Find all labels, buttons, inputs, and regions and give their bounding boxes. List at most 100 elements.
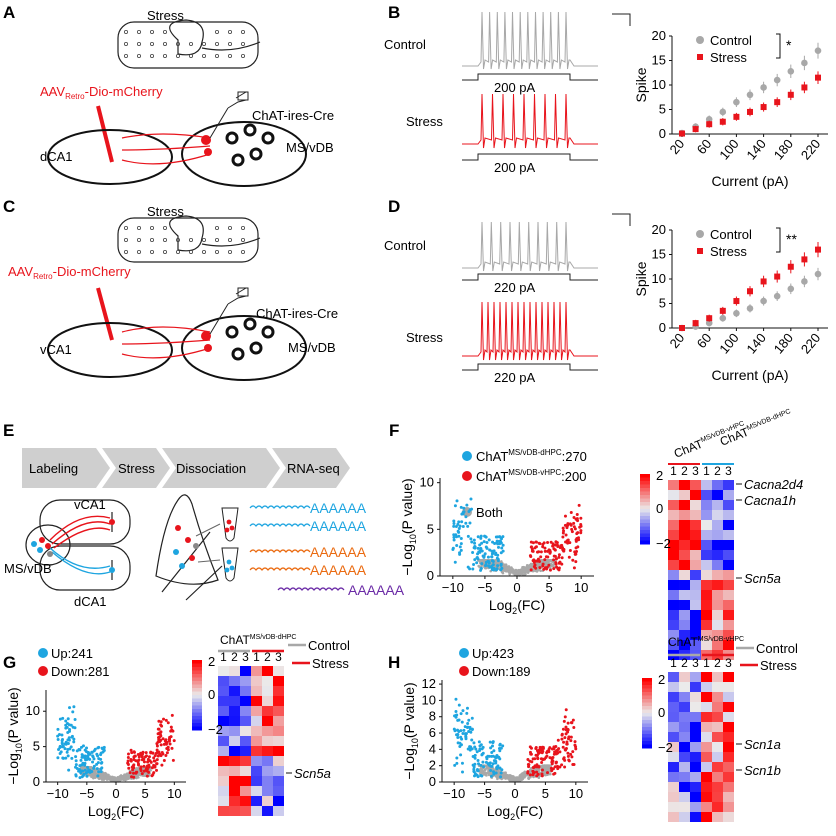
volcano-point-blue xyxy=(100,761,104,765)
data-point-control xyxy=(733,310,740,317)
color-scale-segment xyxy=(192,716,202,720)
col-label: 3 xyxy=(692,464,699,478)
gene-label: Scn1b xyxy=(744,763,781,778)
heatmap-cell xyxy=(723,802,734,812)
heatmap-cell xyxy=(701,712,712,722)
legend-down: Down:281 xyxy=(51,664,110,679)
volcano-point-red xyxy=(560,556,564,560)
cage-dot xyxy=(136,249,141,254)
volcano-point-red xyxy=(571,762,575,766)
heatmap-cell xyxy=(251,786,262,796)
volcano-point-ns xyxy=(119,777,123,781)
heatmap-cell xyxy=(668,480,679,490)
y-tick-label: 5 xyxy=(427,521,434,536)
volcano-point-red xyxy=(562,549,566,553)
volcano-point-red xyxy=(570,755,574,759)
heatmap-cell xyxy=(712,762,723,772)
volcano-point-red xyxy=(526,771,530,775)
heatmap-cell xyxy=(690,560,701,570)
col-label: 2 xyxy=(231,650,238,664)
heatmap-cell xyxy=(679,752,690,762)
color-scale-segment xyxy=(642,699,652,703)
volcano-point-blue xyxy=(468,567,472,571)
heatmap-cell xyxy=(262,736,273,746)
volcano-point-red xyxy=(545,567,549,571)
volcano-point-blue xyxy=(91,760,95,764)
volcano-point-blue xyxy=(78,764,82,768)
volcano-point-blue xyxy=(488,548,492,552)
heatmap-cell xyxy=(690,530,701,540)
heatmap-cell xyxy=(251,666,262,676)
data-point-control xyxy=(760,84,767,91)
gene-label: Cacna2d4 xyxy=(744,477,803,492)
volcano-point-ns xyxy=(510,566,513,569)
volcano-point-blue xyxy=(470,728,474,732)
volcano-point-red xyxy=(545,754,549,758)
volcano-point-ns xyxy=(546,768,550,771)
heatmap-cell xyxy=(701,732,712,742)
volcano-point-blue xyxy=(66,730,70,734)
volcano-point-red xyxy=(166,721,170,725)
volcano-point-red xyxy=(146,765,150,769)
volcano-point-blue xyxy=(88,757,92,761)
volcano-point-blue xyxy=(75,749,79,753)
volcano-point-blue xyxy=(82,772,86,776)
projections-red xyxy=(49,515,111,549)
volcano-point-red xyxy=(529,540,533,544)
data-point-stress xyxy=(774,273,781,280)
volcano-point-red xyxy=(146,760,150,764)
heatmap-cell xyxy=(679,792,690,802)
panel-d-traces: D Control 220 pA Stress 220 pA xyxy=(384,197,631,385)
volcano-point-red xyxy=(554,745,558,749)
current-label: 200 pA xyxy=(494,80,536,95)
x-axis-label: Current (pA) xyxy=(711,367,788,383)
volcano-point-red xyxy=(568,522,572,526)
color-scale-segment xyxy=(192,663,202,668)
msvdb-region xyxy=(181,315,307,381)
color-scale-segment xyxy=(640,526,650,531)
heatmap-cell xyxy=(251,686,262,696)
color-scale-segment xyxy=(642,727,652,731)
cage-dot xyxy=(227,225,232,230)
volcano-point-red xyxy=(563,514,567,518)
cage-dot xyxy=(227,249,232,254)
volcano-point-red xyxy=(130,751,134,755)
volcano-point-red xyxy=(150,774,154,778)
rna-wave xyxy=(249,523,311,527)
heatmap-cell xyxy=(251,796,262,806)
volcano-point-blue xyxy=(460,520,464,524)
volcano-point-red xyxy=(155,768,159,772)
volcano-point-ns xyxy=(89,773,92,776)
heatmap-cell xyxy=(723,620,734,630)
heatmap-cell xyxy=(273,796,284,806)
heatmap-cell xyxy=(668,590,679,600)
volcano-point-ns xyxy=(537,776,541,779)
volcano-point-blue xyxy=(484,545,488,549)
volcano-point-red xyxy=(536,772,540,776)
heatmap-cell xyxy=(690,722,701,732)
stress-title: Stress xyxy=(147,8,184,23)
volcano-point-blue xyxy=(452,524,456,528)
cage-dot xyxy=(149,54,154,59)
data-point-stress xyxy=(747,108,753,115)
heatmap-cell xyxy=(240,676,251,686)
volcano-point-red xyxy=(157,731,161,735)
volcano-point-blue xyxy=(102,749,106,753)
y-tick-label: 8 xyxy=(429,709,436,724)
y-tick-label: 0 xyxy=(33,774,40,789)
heatmap-cell xyxy=(679,672,690,682)
volcano-point-red xyxy=(560,733,564,737)
volcano-point-blue xyxy=(501,744,505,748)
heatmap-cell xyxy=(679,682,690,692)
heatmap-cell xyxy=(690,762,701,772)
volcano-point-ns xyxy=(522,569,526,573)
heatmap-cell xyxy=(712,480,723,490)
volcano-point-red xyxy=(555,748,559,752)
volcano-point-blue xyxy=(454,697,458,701)
rna-wave xyxy=(277,587,345,591)
volcano-point-ns xyxy=(103,774,107,777)
msvdb-label: MS/vDB xyxy=(4,561,52,576)
gene-label: Scn1a xyxy=(744,737,781,752)
heatmap-cell xyxy=(218,736,229,746)
